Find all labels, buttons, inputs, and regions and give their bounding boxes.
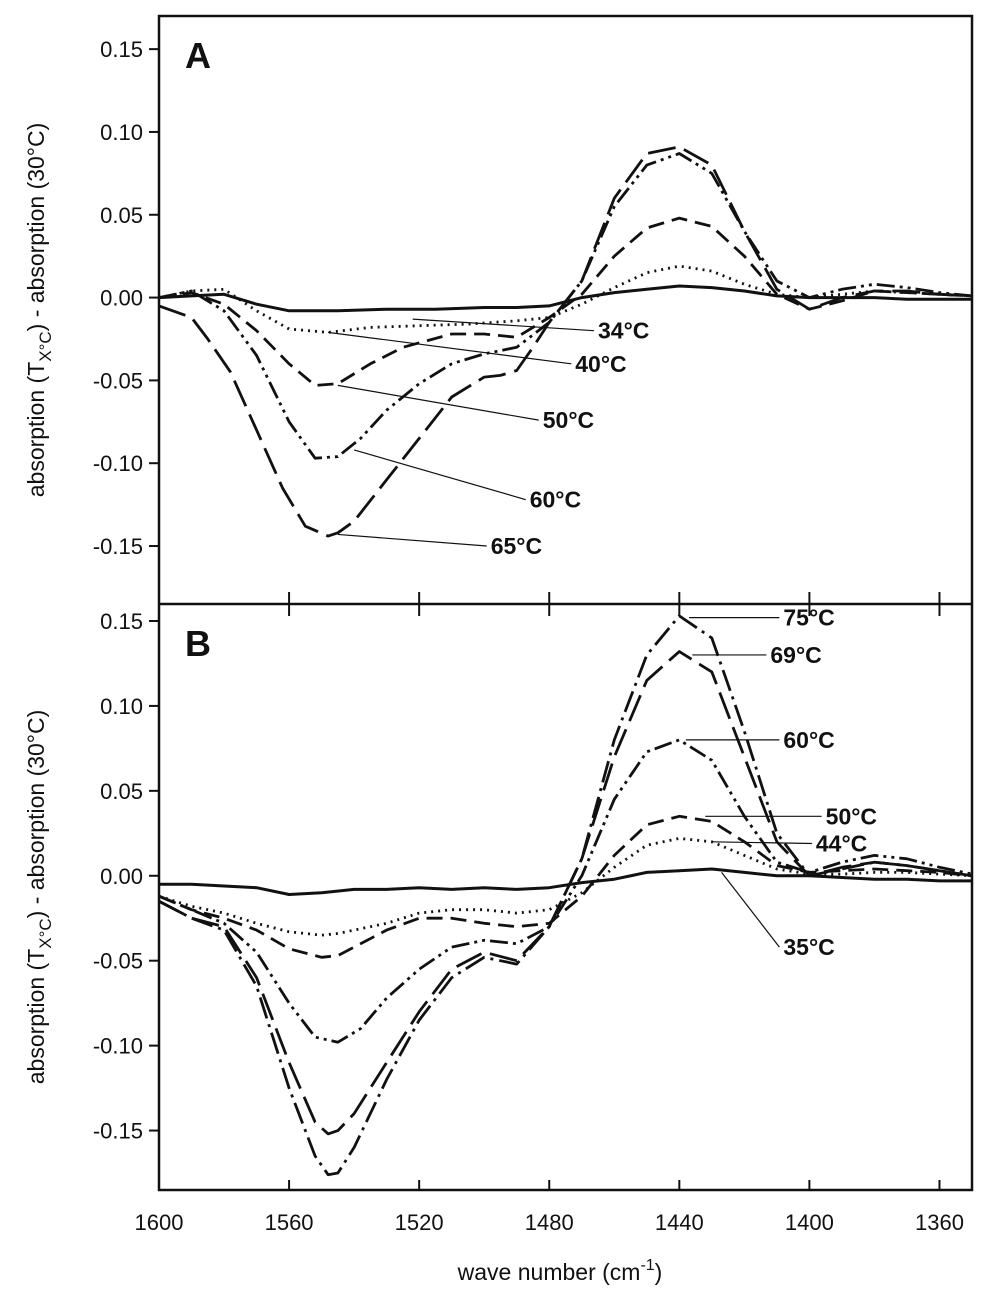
label-leader-line (412, 318, 595, 332)
x-tick-label: 1440 (655, 1210, 704, 1235)
y-tick-label: 0.15 (100, 37, 143, 62)
x-axis: 1600 1560 1520 1480 1440 1400 1360 wave number … (135, 592, 964, 1285)
plot-frame (157, 14, 974, 1192)
y-tick-label: 0.05 (100, 779, 143, 804)
x-tick-label: 1480 (525, 1210, 574, 1235)
y-tick-label: 0.10 (100, 694, 143, 719)
label-leader-line (337, 384, 539, 421)
label-leader-line (353, 449, 526, 501)
panel-a: -0.15 -0.10 -0.05 0.00 0.05 0.10 0.15 34°C 40°C 5… (23, 35, 973, 559)
series-line-40c (158, 264, 973, 334)
temperature-label: 65°C (491, 533, 542, 559)
y-tick-label: -0.10 (93, 1034, 143, 1059)
y-tick-label: 0.05 (100, 203, 143, 228)
y-tick-label: -0.05 (93, 368, 143, 393)
series-line-50c (158, 216, 973, 387)
x-tick-label: 1520 (395, 1210, 444, 1235)
y-tick-label: 0.00 (100, 864, 143, 889)
temperature-label: 60°C (530, 487, 581, 513)
y-axis-title: absorption (TX°C) - absorption (30°C) (23, 123, 55, 498)
panel-b: -0.15-0.10-0.050.000.050.100.15 75°C69°C6… (23, 605, 973, 1177)
temperature-label: 40°C (575, 351, 626, 377)
x-tick-label: 1600 (135, 1210, 184, 1235)
y-tick-label: -0.15 (93, 1119, 143, 1144)
y-tick-label: 0.00 (100, 286, 143, 311)
x-axis-title: wave number (cm-1) (457, 1257, 663, 1285)
series-line-65c (158, 145, 973, 538)
series-line-75c (158, 614, 973, 1177)
label-leader-line (328, 331, 572, 365)
y-axis-title: absorption (TX°C) - absorption (30°C) (23, 710, 55, 1085)
label-leader-line (721, 872, 780, 948)
temperature-label: 50°C (543, 407, 594, 433)
y-tick-label: 0.15 (100, 609, 143, 634)
y-tick-label: 0.10 (100, 120, 143, 145)
label-leader-line (711, 841, 812, 845)
x-tick-label: 1400 (785, 1210, 834, 1235)
x-tick-label: 1560 (265, 1210, 314, 1235)
temperature-label: 60°C (783, 727, 834, 753)
y-tick-label: -0.10 (93, 451, 143, 476)
temperature-label: 35°C (783, 934, 834, 960)
panel-letter: B (185, 623, 211, 664)
x-tick-label: 1360 (915, 1210, 964, 1235)
label-leader-line (337, 533, 487, 547)
y-tick-label: -0.05 (93, 949, 143, 974)
temperature-label: 69°C (770, 642, 821, 668)
temperature-label: 44°C (816, 830, 867, 856)
temperature-label: 34°C (598, 318, 649, 344)
series-line-35c (159, 867, 972, 896)
y-tick-label: -0.15 (93, 534, 143, 559)
temperature-label: 50°C (826, 803, 877, 829)
panel-letter: A (185, 35, 211, 76)
